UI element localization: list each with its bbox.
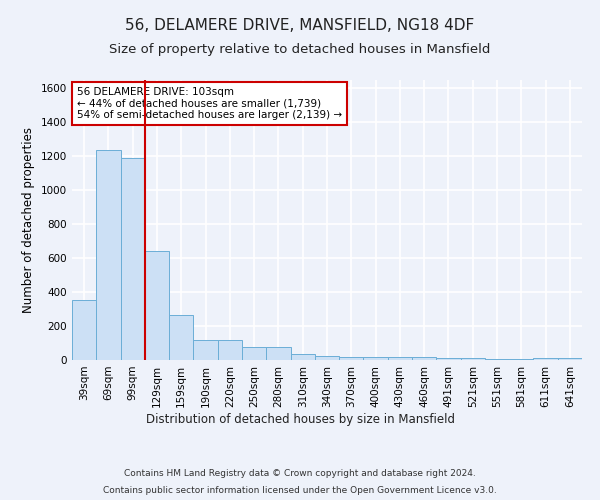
Bar xyxy=(242,348,266,360)
Bar xyxy=(145,250,169,360)
Text: Size of property relative to detached houses in Mansfield: Size of property relative to detached ho… xyxy=(109,42,491,56)
Bar xyxy=(193,340,218,360)
Bar xyxy=(461,358,485,360)
Bar xyxy=(558,358,582,360)
Text: 56 DELAMERE DRIVE: 103sqm
← 44% of detached houses are smaller (1,739)
54% of se: 56 DELAMERE DRIVE: 103sqm ← 44% of detac… xyxy=(77,87,342,120)
Text: Distribution of detached houses by size in Mansfield: Distribution of detached houses by size … xyxy=(146,412,455,426)
Bar xyxy=(169,315,193,360)
Bar xyxy=(290,354,315,360)
Bar xyxy=(436,358,461,360)
Bar xyxy=(266,348,290,360)
Bar xyxy=(509,359,533,360)
Bar xyxy=(388,358,412,360)
Text: Contains public sector information licensed under the Open Government Licence v3: Contains public sector information licen… xyxy=(103,486,497,495)
Bar xyxy=(339,356,364,360)
Bar xyxy=(485,359,509,360)
Bar xyxy=(96,150,121,360)
Text: Contains HM Land Registry data © Crown copyright and database right 2024.: Contains HM Land Registry data © Crown c… xyxy=(124,468,476,477)
Bar xyxy=(364,356,388,360)
Text: 56, DELAMERE DRIVE, MANSFIELD, NG18 4DF: 56, DELAMERE DRIVE, MANSFIELD, NG18 4DF xyxy=(125,18,475,32)
Bar xyxy=(412,358,436,360)
Y-axis label: Number of detached properties: Number of detached properties xyxy=(22,127,35,313)
Bar xyxy=(121,158,145,360)
Bar xyxy=(72,300,96,360)
Bar xyxy=(315,356,339,360)
Bar xyxy=(218,340,242,360)
Bar xyxy=(533,358,558,360)
